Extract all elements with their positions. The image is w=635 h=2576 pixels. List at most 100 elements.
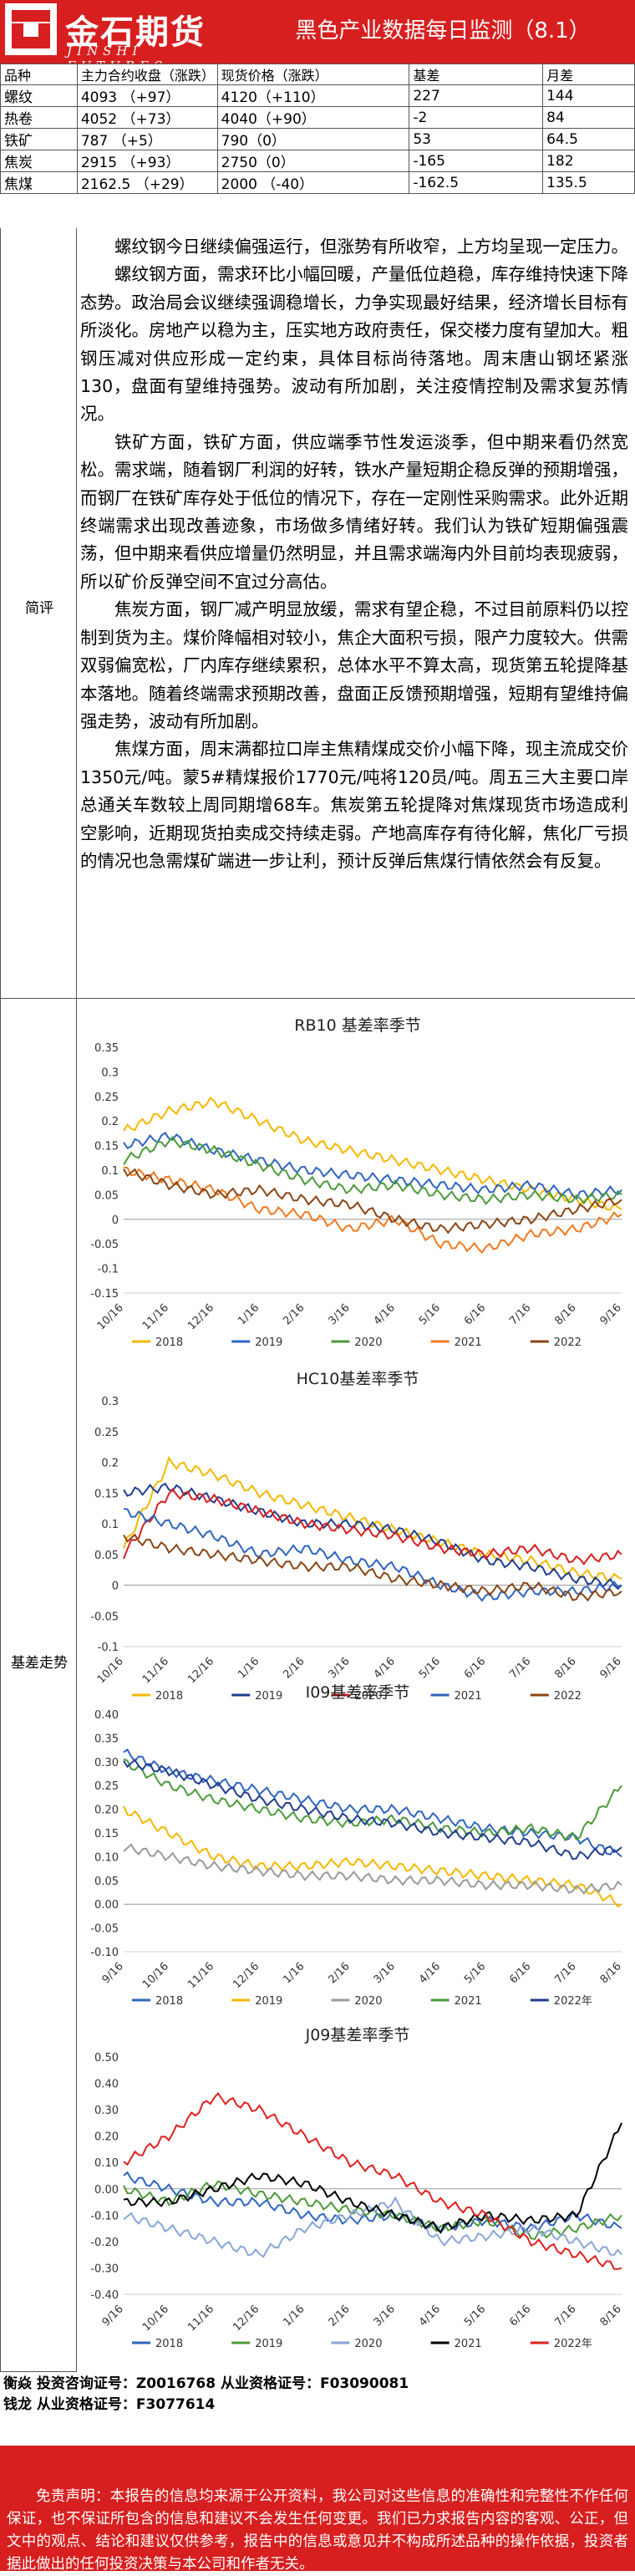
x-tick-label: 5/16 <box>462 2303 488 2329</box>
legend-label: 2021 <box>455 1995 482 2008</box>
table-cell: 227 <box>409 84 544 107</box>
x-tick-label: 4/16 <box>372 1301 398 1327</box>
series-line <box>123 2091 622 2270</box>
y-tick-label: 0.25 <box>94 1092 119 1104</box>
table-cell: 2915 （+93） <box>76 150 218 172</box>
table-row: 焦炭 2915 （+93） 2750（0） -165 182 <box>0 150 635 172</box>
table-cell: 螺纹 <box>0 84 78 107</box>
x-tick-label: 3/16 <box>372 2303 398 2329</box>
series-line <box>123 1168 622 1235</box>
legend-label: 2022年 <box>554 1995 592 2008</box>
y-tick-label: 0.35 <box>94 1733 119 1745</box>
comment-paragraph: 螺纹钢今日继续偏强运行，但涨势有所收窄，上方均呈现一定压力。 <box>114 237 628 257</box>
table-cell: 53 <box>409 128 544 150</box>
series-line <box>123 1533 622 1602</box>
table-cell: 64.5 <box>542 128 635 150</box>
report-header: 金石期货 JINSHI FUTURES 黑色产业数据每日监测（8.1） <box>0 0 635 74</box>
x-tick-label: 10/16 <box>95 1301 126 1332</box>
table-header: 主力合约收盘（涨跌） <box>76 64 218 85</box>
comment-section: 简评 螺纹钢今日继续偏强运行，但涨势有所收窄，上方均呈现一定压力。 螺纹钢方面，… <box>0 228 635 999</box>
legend-label: 2021 <box>455 2338 482 2350</box>
series-line <box>123 1805 622 1908</box>
chart-i09-svg: I09基差率季节 0.40 0.35 0.30 0.25 0.20 0.15 0.10 0.05… <box>90 1683 623 2008</box>
table-cell: -165 <box>409 150 544 172</box>
table-cell: 787 （+5） <box>76 128 218 150</box>
x-tick-label: 2/16 <box>326 2303 352 2329</box>
x-tick-label: 9/16 <box>100 2303 126 2329</box>
table-cell: 焦煤 <box>0 171 78 194</box>
table-row: 焦煤 2162.5 （+29） 2000 （-40） -162.5 135.5 <box>0 171 635 194</box>
price-table: 品种 主力合约收盘（涨跌） 现货价格（涨跌） 基差 月差 螺纹 4093 （+9… <box>0 64 635 194</box>
y-tick-label: -0.1 <box>98 1642 119 1654</box>
contact-line: 衡焱 投资咨询证号：Z0016768 从业资格证号：F03090081 <box>3 2375 409 2392</box>
y-tick-label: 0.20 <box>94 2131 119 2144</box>
y-tick-label: 0.1 <box>101 1165 119 1178</box>
legend-label: 2018 <box>155 2338 183 2350</box>
comment-label-cell: 简评 <box>0 228 77 998</box>
chart-rb10-svg: RB10 基差率季节 0.35 0.3 0.25 0.2 0.15 0.1 0.05 0 -0.0… <box>90 1016 623 1349</box>
comment-body: 螺纹钢今日继续偏强运行，但涨势有所收窄，上方均呈现一定压力。 螺纹钢方面，需求环… <box>80 233 628 875</box>
y-tick-label: -0.1 <box>98 1264 119 1276</box>
y-tick-label: -0.10 <box>90 1947 119 1959</box>
legend-label: 2018 <box>155 1995 183 2008</box>
x-tick-label: 12/16 <box>231 2303 262 2334</box>
series-line <box>123 2196 622 2258</box>
legend-label: 2019 <box>255 1995 282 2008</box>
y-tick-label: 0.15 <box>94 1828 119 1840</box>
y-tick-label: 0.40 <box>94 1709 119 1722</box>
x-tick-label: 5/16 <box>462 1960 488 1986</box>
x-tick-label: 11/16 <box>185 2303 216 2334</box>
y-tick-label: 0.2 <box>101 1116 119 1128</box>
y-tick-label: 0.40 <box>94 2079 119 2091</box>
table-cell: 2162.5 （+29） <box>76 171 218 194</box>
series-line <box>123 1843 622 1895</box>
table-cell: 182 <box>542 150 635 172</box>
y-tick-label: 0.2 <box>101 1458 119 1470</box>
x-tick-label: 2/16 <box>281 1301 307 1327</box>
series-line <box>123 1131 622 1200</box>
table-cell: 4093 （+97） <box>76 84 218 107</box>
x-tick-label: 1/16 <box>236 1301 262 1327</box>
x-tick-label: 4/16 <box>417 2303 443 2329</box>
table-cell: 144 <box>542 84 635 107</box>
x-tick-label: 6/16 <box>507 1960 533 1986</box>
table-cell: 135.5 <box>542 171 635 194</box>
y-tick-label: -0.40 <box>90 2289 119 2302</box>
y-tick-label: 0.30 <box>94 1757 119 1769</box>
x-tick-label: 10/16 <box>140 2303 171 2334</box>
x-tick-label: 4/16 <box>417 1960 443 1986</box>
y-tick-label: 0.30 <box>94 2105 119 2117</box>
series-line <box>123 1455 622 1581</box>
chart-title: HC10基差率季节 <box>297 1370 419 1388</box>
x-tick-label: 12/16 <box>185 1301 216 1332</box>
y-tick-label: -0.05 <box>90 1239 119 1251</box>
y-tick-label: -0.20 <box>90 2237 119 2249</box>
table-cell: 4052 （+73） <box>76 106 218 129</box>
y-tick-label: -0.10 <box>90 2210 119 2222</box>
y-tick-label: 0 <box>112 1214 119 1227</box>
series-line <box>123 1166 622 1255</box>
chart-j09: J09基差率季节 0.50 0.40 0.30 0.20 0.10 0.00 -0.10 -0.… <box>80 2019 635 2361</box>
comment-paragraph: 铁矿方面，铁矿方面，供应端季节性发运淡季，但中期来看仍然宽松。需求端，随着钢厂利… <box>80 431 628 592</box>
chart-hc10-svg: HC10基差率季节 0.3 0.25 0.2 0.15 0.1 0.05 0 -0.05 -0.1… <box>90 1370 623 1703</box>
report-title: 黑色产业数据每日监测（8.1） <box>295 18 591 43</box>
chart-rb10: RB10 基差率季节 0.35 0.3 0.25 0.2 0.15 0.1 0.05 0 -0.0… <box>80 1009 635 1360</box>
y-tick-label: 0.15 <box>94 1141 119 1153</box>
series-line <box>123 1135 622 1206</box>
y-tick-label: 0.50 <box>94 2052 119 2064</box>
y-tick-label: 0.25 <box>94 1427 119 1439</box>
series-line <box>123 1759 622 1861</box>
chart-j09-svg: J09基差率季节 0.50 0.40 0.30 0.20 0.10 0.00 -0.10 -0.… <box>90 2026 623 2350</box>
y-tick-label: 0.05 <box>94 1189 119 1202</box>
series-line <box>123 2122 622 2234</box>
legend-label: 2019 <box>255 2338 282 2350</box>
x-tick-label: 8/16 <box>552 1301 578 1327</box>
legend-label: 2021 <box>455 1336 482 1349</box>
table-row: 螺纹 4093 （+97） 4120（+110） 227 144 <box>0 84 635 107</box>
x-tick-label: 3/16 <box>326 1301 352 1327</box>
series-line <box>123 2171 622 2234</box>
comment-paragraph: 焦煤方面，周末满都拉口岸主焦精煤成交价小幅下降，现主流成交价1350元/吨。蒙5… <box>80 739 628 871</box>
table-row: 热卷 4052 （+73） 4040（+90） -2 84 <box>0 106 635 129</box>
y-tick-label: -0.05 <box>90 1611 119 1623</box>
chart-i09: I09基差率季节 0.40 0.35 0.30 0.25 0.20 0.15 0.10 0.05… <box>80 1676 635 2019</box>
